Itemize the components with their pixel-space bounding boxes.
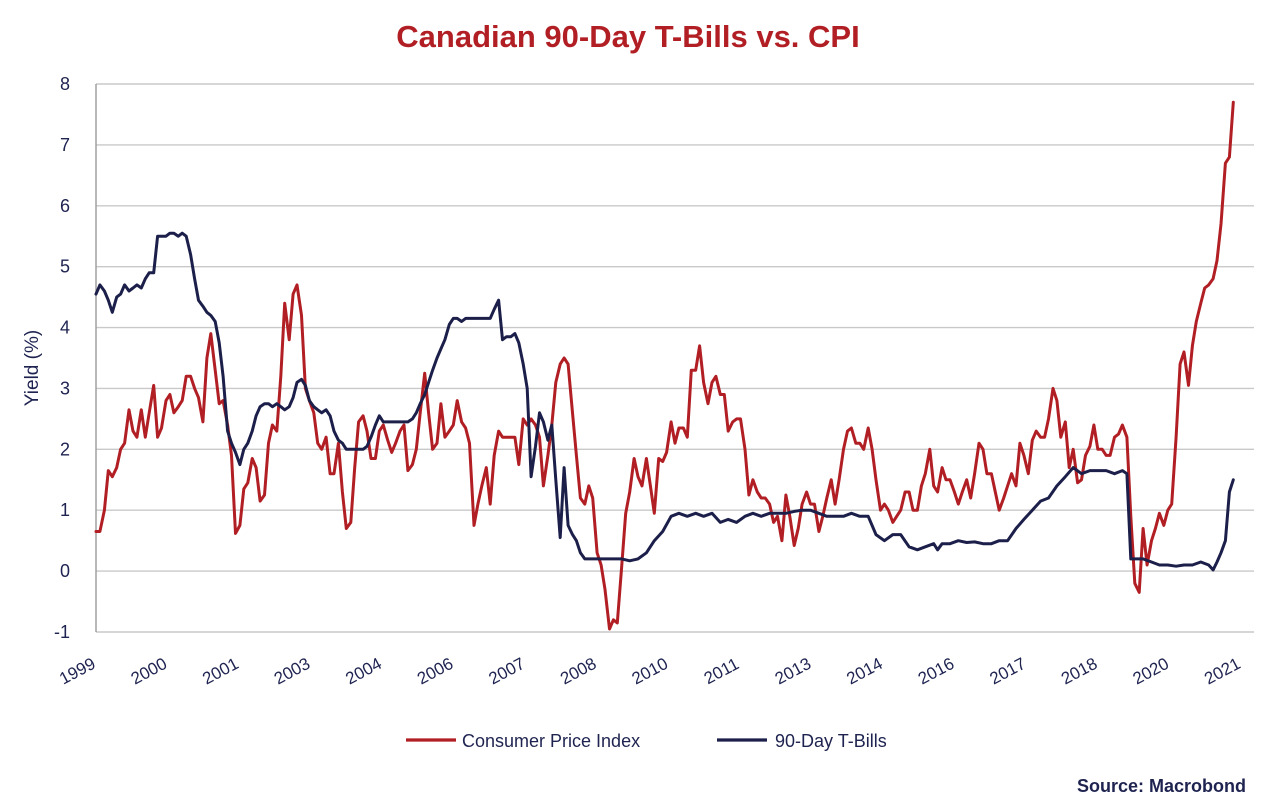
y-tick-label: 5 xyxy=(60,257,70,277)
x-tick-label: 2004 xyxy=(343,654,385,689)
y-tick-label: 0 xyxy=(60,561,70,581)
x-tick-label: 2014 xyxy=(843,654,885,689)
y-tick-label: 6 xyxy=(60,196,70,216)
y-tick-label: 8 xyxy=(60,74,70,94)
x-tick-label: 2016 xyxy=(915,654,957,689)
y-tick-label: 7 xyxy=(60,135,70,155)
grid-lines xyxy=(95,83,1254,633)
x-tick-label: 2000 xyxy=(128,654,170,689)
x-tick-label: 2001 xyxy=(199,654,241,689)
series-lines xyxy=(94,100,1235,631)
legend-label-tbills: 90-Day T-Bills xyxy=(775,731,887,751)
chart-title: Canadian 90-Day T-Bills vs. CPI xyxy=(396,19,859,54)
x-tick-label: 2017 xyxy=(987,654,1029,689)
y-tick-label: -1 xyxy=(54,622,70,642)
x-tick-label: 2011 xyxy=(701,654,742,688)
y-tick-label: 4 xyxy=(60,318,70,338)
legend: Consumer Price Index 90-Day T-Bills xyxy=(406,731,887,751)
x-tick-label: 2007 xyxy=(486,654,528,689)
x-tick-label: 2013 xyxy=(772,654,814,689)
y-tick-label: 3 xyxy=(60,378,70,398)
x-tick-label: 2010 xyxy=(629,654,671,689)
y-tick-label: 1 xyxy=(60,500,70,520)
series-line-tbills xyxy=(94,231,1235,572)
series-line-cpi xyxy=(94,100,1235,631)
y-axis-label: Yield (%) xyxy=(22,330,43,406)
x-tick-label: 2021 xyxy=(1201,654,1243,689)
source-note: Source: Macrobond xyxy=(1077,776,1246,796)
y-tick-label: 2 xyxy=(60,439,70,459)
x-tick-label: 2008 xyxy=(557,654,599,689)
x-tick-label: 2003 xyxy=(271,654,313,689)
x-tick-label: 1999 xyxy=(56,654,98,689)
y-axis-ticks: -1 0 1 2 3 4 5 6 7 8 xyxy=(54,74,70,642)
x-axis-ticks: 1999 2000 2001 2003 2004 2006 2007 2008 2010 2011… xyxy=(56,654,1243,689)
x-tick-label: 2020 xyxy=(1130,654,1172,689)
x-tick-label: 2018 xyxy=(1058,654,1100,689)
legend-label-cpi: Consumer Price Index xyxy=(462,731,640,751)
x-tick-label: 2006 xyxy=(414,654,456,689)
